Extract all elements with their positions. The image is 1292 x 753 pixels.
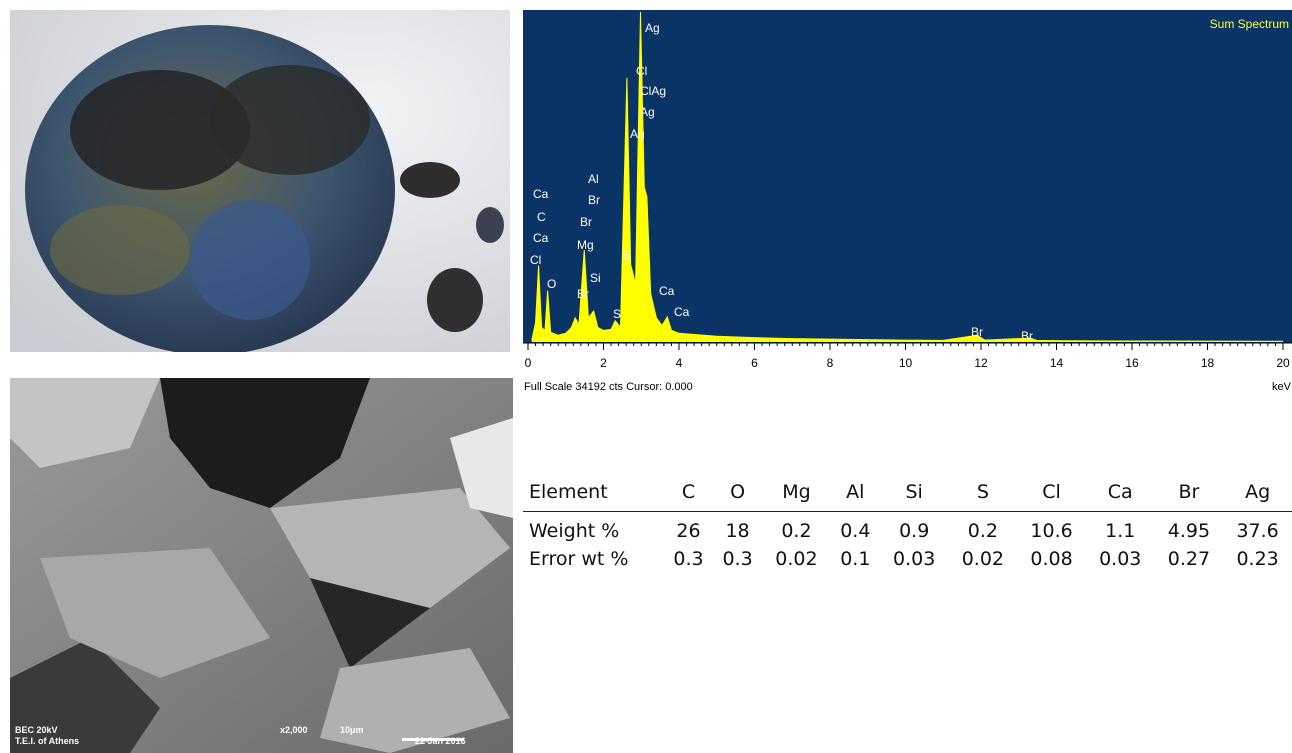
peak-label: Ag xyxy=(630,127,645,141)
table-cell: 37.6 xyxy=(1236,520,1279,542)
x-unit: keV xyxy=(1272,381,1292,393)
composition-table: Element C O Mg Al Si S Cl Ca Br Ag Weight % 26 18 0.2 0… xyxy=(523,478,1292,573)
x-tick-label: 18 xyxy=(1201,356,1215,370)
table-cell: Al xyxy=(830,478,880,512)
peak-label: Br xyxy=(580,215,592,229)
table-cell: 0.3 xyxy=(673,548,704,570)
table-cell: 0.2 xyxy=(967,520,998,542)
table-cell: 1.1 xyxy=(1105,520,1136,542)
table-cell: S xyxy=(948,478,1018,512)
x-tick-label: 12 xyxy=(974,356,988,370)
sample-photo xyxy=(10,10,510,352)
table-row: Error wt % 0.3 0.3 0.02 0.1 0.03 0.02 0.08 0.03 0… xyxy=(523,545,1292,573)
table-cell: 0.08 xyxy=(1030,548,1073,570)
table-cell: 10.6 xyxy=(1030,520,1073,542)
table-cell: Cl xyxy=(1017,478,1086,512)
table-cell: 0.9 xyxy=(899,520,930,542)
x-tick-label: 14 xyxy=(1050,356,1064,370)
table-cell: 0.03 xyxy=(1099,548,1142,570)
peak-label: Ag xyxy=(645,21,660,35)
peak-label: Ca xyxy=(674,305,690,319)
table-cell: C xyxy=(664,478,714,512)
peak-label: Br xyxy=(971,325,983,339)
table-cell: 0.23 xyxy=(1236,548,1279,570)
peak-label: Ca xyxy=(533,231,549,245)
table-cell: Element xyxy=(523,478,664,512)
spectrum-line xyxy=(531,11,1284,342)
peak-label: Cl xyxy=(530,253,541,267)
sem-texture xyxy=(10,378,513,753)
table-cell: Si xyxy=(879,478,949,512)
peak-label: Cl xyxy=(636,64,647,78)
table-cell: Br xyxy=(1154,478,1224,512)
x-tick-label: 4 xyxy=(676,356,683,370)
spectrum-footer: Full Scale 34192 cts Cursor: 0.000 xyxy=(524,381,693,393)
plot-background xyxy=(523,10,1292,343)
table-cell: 18 xyxy=(725,520,750,542)
table-cell: Error wt % xyxy=(529,548,629,570)
peak-label: Ca xyxy=(533,187,549,201)
peak-label: ClAg xyxy=(640,84,666,98)
peak-label: Br xyxy=(577,287,589,301)
sem-label: BEC 20kV xyxy=(15,725,58,735)
table-cell: 0.27 xyxy=(1167,548,1211,570)
table-cell: O xyxy=(713,478,763,512)
table-cell: Ca xyxy=(1085,478,1155,512)
table-row: Weight % 26 18 0.2 0.4 0.9 0.2 10.6 1.1 4.95 37.6 xyxy=(523,512,1292,546)
x-tick-label: 8 xyxy=(827,356,834,370)
table-row: Element C O Mg Al Si S Cl Ca Br Ag xyxy=(523,478,1292,512)
peak-label: Br xyxy=(1021,329,1033,343)
table-cell: 0.02 xyxy=(775,548,818,570)
table-cell: 0.02 xyxy=(961,548,1005,570)
peak-label: C xyxy=(537,210,546,224)
peak-label: O xyxy=(547,277,556,291)
sem-image: BEC 20kV T.E.I. of Athens x2,000 10μm 22 Jan… xyxy=(10,378,513,753)
x-tick-label: 16 xyxy=(1125,356,1139,370)
axis-area xyxy=(523,343,1292,395)
peak-label: Al xyxy=(588,172,599,186)
eds-spectrum: Sum Spectrum Full Scale 34192 cts Cursor… xyxy=(523,10,1292,395)
peak-label: Si xyxy=(590,271,601,285)
x-tick-label: 6 xyxy=(751,356,758,370)
sem-label: x2,000 xyxy=(280,725,308,735)
table-cell: 0.3 xyxy=(722,548,753,570)
peak-label: Br xyxy=(588,193,600,207)
sem-label: 22 Jan 2016 xyxy=(415,736,466,746)
peak-label: Ca xyxy=(659,284,675,298)
table-cell: 0.1 xyxy=(840,548,871,570)
table-cell: Ag xyxy=(1223,478,1292,512)
x-tick-label: 10 xyxy=(899,356,913,370)
peak-label: Mg xyxy=(577,238,594,252)
table-cell: 0.03 xyxy=(893,548,936,570)
table-cell: 26 xyxy=(676,520,701,542)
table-cell: Weight % xyxy=(529,520,620,542)
sem-label: T.E.I. of Athens xyxy=(15,736,80,746)
peak-label: S xyxy=(622,248,630,262)
sem-label: 10μm xyxy=(340,725,364,735)
table-cell: 4.95 xyxy=(1167,520,1211,542)
table-cell: 0.4 xyxy=(840,520,871,542)
peak-label: Ag xyxy=(640,105,655,119)
x-tick-label: 2 xyxy=(600,356,607,370)
x-tick-label: 20 xyxy=(1276,356,1290,370)
peak-label: S xyxy=(613,307,621,321)
table-cell: Mg xyxy=(762,478,831,512)
table-cell: 0.2 xyxy=(781,520,812,542)
x-tick-label: 0 xyxy=(525,356,532,370)
spectrum-title: Sum Spectrum xyxy=(1210,17,1289,31)
